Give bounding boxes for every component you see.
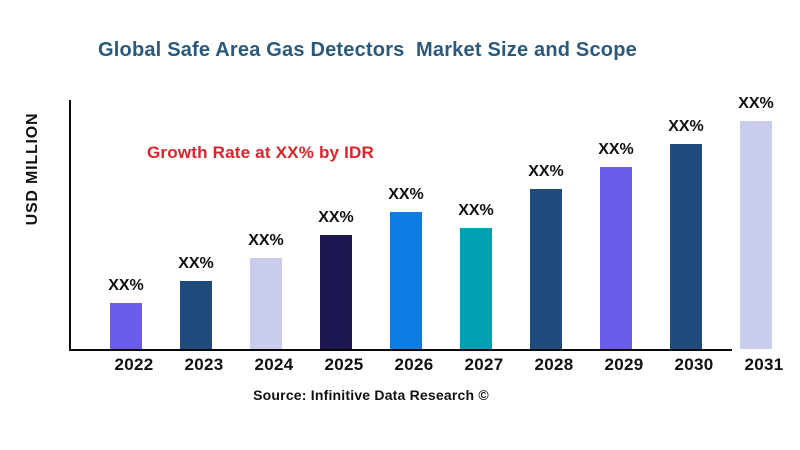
y-axis-title: USD MILLION [24,112,41,226]
bar-2028 [530,189,562,349]
x-tick-label-2027: 2027 [464,355,504,374]
x-tick-label-2023: 2023 [184,355,224,374]
bar-2031 [740,121,772,349]
bar-value-label-2025: XX% [318,209,354,226]
x-tick-label-2028: 2028 [534,355,574,374]
growth-rate-annotation: Growth Rate at XX% by IDR [147,143,374,162]
bar-value-label-2022: XX% [108,277,144,294]
bar-2024 [250,258,282,349]
bar-value-label-2029: XX% [598,141,634,158]
x-tick-label-2031: 2031 [744,355,784,374]
bar-value-label-2028: XX% [528,163,564,180]
x-tick-label-2024: 2024 [254,355,294,374]
y-axis-line [69,100,71,351]
bar-2029 [600,167,632,349]
x-tick-label-2025: 2025 [324,355,364,374]
bar-2025 [320,235,352,349]
bar-2023 [180,281,212,349]
bar-2030 [670,144,702,349]
x-axis-line [69,349,732,351]
bar-value-label-2030: XX% [668,118,704,135]
x-tick-label-2026: 2026 [394,355,434,374]
bar-value-label-2027: XX% [458,202,494,219]
bar-value-label-2023: XX% [178,255,214,272]
bar-2022 [110,303,142,349]
source-credit: Source: Infinitive Data Research © [253,387,489,403]
x-tick-label-2030: 2030 [674,355,714,374]
bar-value-label-2024: XX% [248,232,284,249]
bar-2026 [390,212,422,349]
chart-title: Global Safe Area Gas Detectors Market Si… [98,39,637,61]
bar-value-label-2031: XX% [738,95,774,112]
x-tick-label-2029: 2029 [604,355,644,374]
bar-value-label-2026: XX% [388,186,424,203]
bar-2027 [460,228,492,349]
x-tick-label-2022: 2022 [114,355,154,374]
